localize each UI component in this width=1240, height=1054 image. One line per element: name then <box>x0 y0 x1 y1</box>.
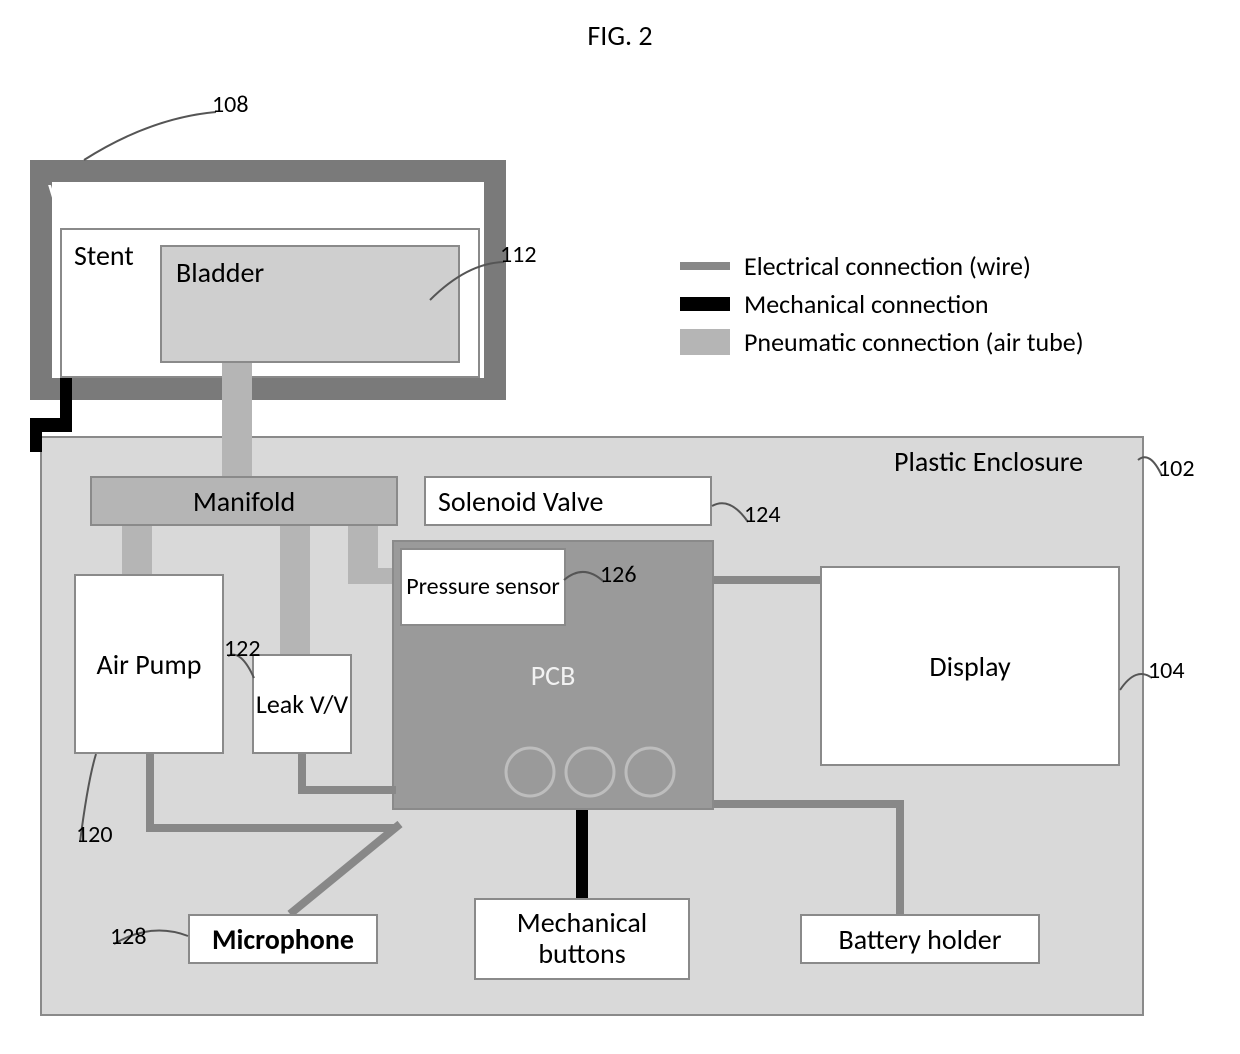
display-box: Display <box>820 566 1120 766</box>
plastic-enclosure-label: Plastic Enclosure <box>894 444 1083 479</box>
mechanical-buttons-box: Mechanical buttons <box>474 898 690 980</box>
legend-label-electrical: Electrical connection (wire) <box>744 250 1031 282</box>
conn-pneumatic-manifold-leak <box>280 526 310 654</box>
wire-pump-h <box>146 824 396 832</box>
ref-124: 124 <box>744 500 781 529</box>
ref-126: 126 <box>600 560 637 589</box>
manifold-box: Manifold <box>90 476 398 526</box>
leak-valve-box: Leak V/V <box>252 654 352 754</box>
battery-holder-box: Battery holder <box>800 914 1040 964</box>
legend-label-pneumatic: Pneumatic connection (air tube) <box>744 326 1084 358</box>
microphone-label: Microphone <box>212 922 354 957</box>
wire-pcb-battery-v <box>896 800 904 914</box>
wrist-cuff-label: Wrist cuff <box>48 176 158 211</box>
solenoid-valve-box: Solenoid Valve <box>424 476 712 526</box>
bladder-box: Bladder <box>160 245 460 363</box>
solenoid-valve-label: Solenoid Valve <box>438 484 603 519</box>
conn-pneumatic-bladder-manifold <box>222 363 252 476</box>
legend-swatch-pneumatic <box>680 329 730 355</box>
wire-pump-v <box>146 754 154 832</box>
legend-swatch-mechanical <box>680 297 730 311</box>
air-pump-label: Air Pump <box>97 647 202 682</box>
ref-108: 108 <box>212 90 249 119</box>
legend-item-mechanical: Mechanical connection <box>680 288 1084 320</box>
legend: Electrical connection (wire) Mechanical … <box>680 244 1084 364</box>
wire-pcb-battery-h <box>714 800 904 808</box>
legend-swatch-electrical <box>680 262 730 270</box>
bladder-label: Bladder <box>176 255 264 290</box>
microphone-box: Microphone <box>188 914 378 964</box>
ref-128: 128 <box>110 922 147 951</box>
leak-valve-label: Leak V/V <box>256 690 348 719</box>
conn-mechanical-3 <box>30 418 42 452</box>
battery-holder-label: Battery holder <box>839 922 1002 957</box>
stent-label: Stent <box>74 238 134 273</box>
legend-item-pneumatic: Pneumatic connection (air tube) <box>680 326 1084 358</box>
air-pump-box: Air Pump <box>74 574 224 754</box>
display-label: Display <box>929 649 1010 684</box>
ref-120: 120 <box>76 820 113 849</box>
ref-104: 104 <box>1148 656 1185 685</box>
pressure-sensor-label: Pressure sensor <box>406 574 560 600</box>
ref-112: 112 <box>500 240 537 269</box>
ref-122: 122 <box>224 634 261 663</box>
conn-mechanical-1 <box>60 378 72 418</box>
legend-item-electrical: Electrical connection (wire) <box>680 250 1084 282</box>
manifold-label: Manifold <box>193 484 295 519</box>
wire-leak-h <box>298 786 396 794</box>
conn-pneumatic-manifold-pump <box>122 526 152 574</box>
pressure-sensor-box: Pressure sensor <box>400 548 566 626</box>
legend-label-mechanical: Mechanical connection <box>744 288 989 320</box>
figure-title: FIG. 2 <box>587 18 652 53</box>
ref-102: 102 <box>1158 454 1195 483</box>
mechanical-buttons-label: Mechanical buttons <box>476 908 688 970</box>
pcb-label: PCB <box>531 658 576 693</box>
wire-pcb-display <box>714 576 820 584</box>
conn-mechanical-pcb-buttons <box>576 810 588 898</box>
